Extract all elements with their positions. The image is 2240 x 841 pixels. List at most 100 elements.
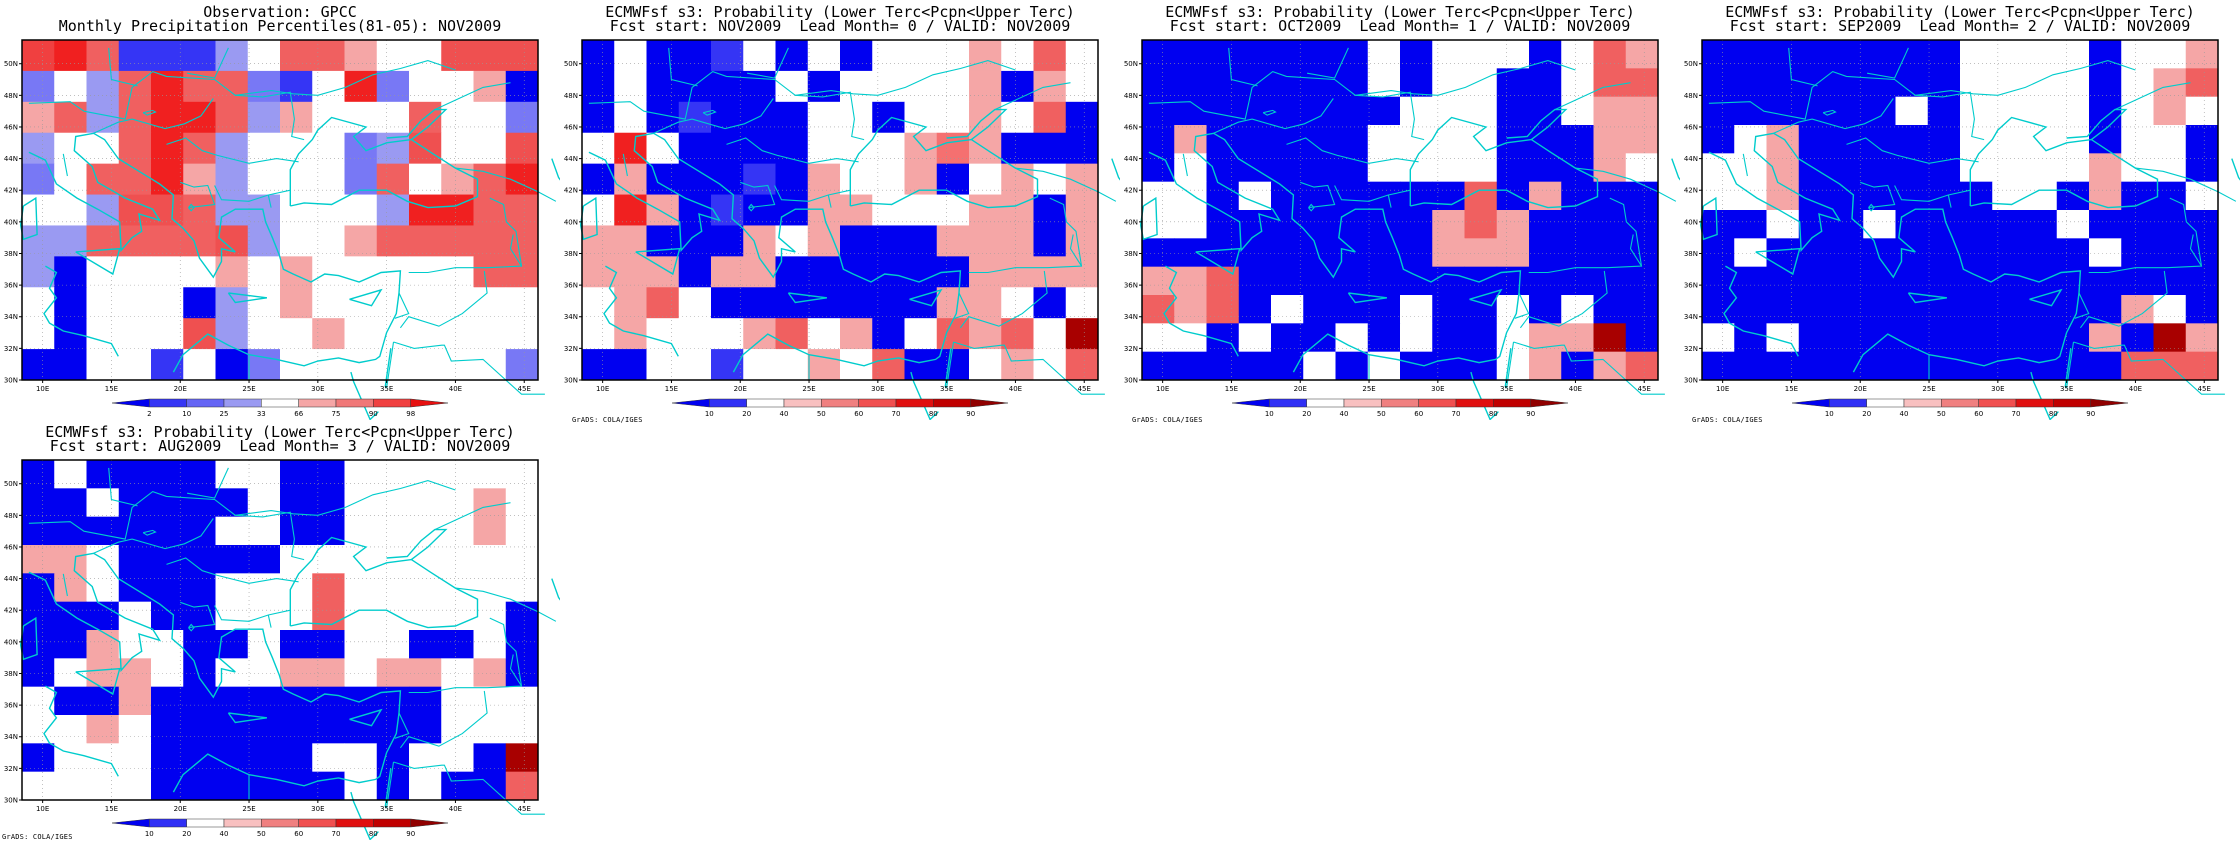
grid-cell: [118, 630, 152, 659]
grid-cell: [473, 715, 507, 744]
grid-cell: [312, 460, 345, 489]
grid-cell: [1593, 153, 1627, 183]
colorbar-label: 60: [1414, 410, 1423, 418]
grid-cell: [1992, 210, 2025, 239]
grid-cell: [2089, 68, 2122, 98]
grid-cell: [1561, 351, 1594, 381]
grid-cell: [1367, 351, 1401, 381]
coastline: [827, 194, 832, 208]
grid-cell: [409, 40, 442, 72]
grid-cell: [711, 349, 744, 381]
coastline: [1195, 247, 1241, 276]
grid-cell: [904, 101, 938, 134]
grid-cell: [1561, 295, 1594, 324]
colorbar-swatch: [821, 398, 859, 408]
colorbar-label: 90: [406, 830, 415, 838]
longitude-label: 45E: [518, 805, 531, 813]
grid-cell: [22, 101, 55, 134]
grid-cell: [1927, 238, 1961, 268]
latitude-label: 46N: [4, 543, 18, 551]
grid-cell: [505, 349, 539, 381]
grid-cell: [215, 601, 249, 631]
grid-cell: [409, 225, 442, 257]
grid-cell: [614, 256, 647, 288]
grid-cell: [1529, 351, 1562, 381]
map-frame: [1701, 39, 2219, 381]
grid-cell: [86, 287, 120, 319]
grid-cell: [1496, 238, 1530, 268]
latitude-label: 36N: [4, 282, 18, 290]
grid-cell: [1238, 351, 1272, 381]
longitude-label: 25E: [242, 805, 255, 813]
longitude-label: 15E: [105, 805, 118, 813]
grid-cell: [1831, 181, 1864, 211]
grid-cell: [1702, 68, 1735, 98]
grid-cell: [840, 287, 873, 319]
coastline: [75, 667, 121, 696]
coastline: [188, 623, 195, 632]
grid-cell: [118, 545, 152, 574]
grid-cell: [1529, 96, 1562, 126]
grid-cell: [1033, 287, 1067, 319]
grid-cell: [247, 743, 281, 773]
grid-cell: [969, 40, 1002, 72]
grid-cell: [872, 101, 905, 134]
grid-cell: [376, 545, 410, 574]
grid-cell: [1001, 349, 1034, 381]
grid-cell: [1863, 266, 1896, 296]
coastline: [668, 47, 698, 87]
grid-cell: [151, 545, 184, 574]
grid-cell: [505, 630, 539, 659]
colorbar-swatch: [1418, 398, 1457, 408]
grid-cell: [247, 163, 281, 195]
grid-cell: [247, 101, 281, 134]
colorbar-swatch: [410, 398, 449, 408]
grid-cell: [743, 70, 776, 103]
latitude-label: 30N: [4, 797, 18, 805]
grid-cell: [1593, 96, 1627, 126]
grid-cell: [1174, 153, 1207, 183]
grid-cell: [1065, 287, 1099, 319]
colorbar-label: 70: [2012, 410, 2021, 418]
grid-cell: [1335, 351, 1369, 381]
grid-cell: [1593, 238, 1627, 268]
grid-cell: [409, 630, 442, 659]
grid-cell: [1238, 181, 1272, 211]
grid-cell: [441, 101, 474, 134]
grid-cell: [678, 40, 712, 72]
grid-cell: [312, 630, 345, 659]
coastline: [43, 685, 119, 777]
colorbar-label: 75: [332, 410, 341, 418]
grid-cell: [376, 101, 410, 134]
grid-cell: [1496, 125, 1530, 154]
grid-cell: [1927, 323, 1961, 353]
coastline: [1111, 158, 1120, 181]
grid-cell: [312, 771, 345, 801]
grid-cell: [936, 40, 970, 72]
grid-cell: [582, 256, 615, 288]
coastline: [909, 288, 943, 307]
grid-cell: [183, 715, 216, 744]
grid-cell: [1734, 153, 1767, 183]
grid-cell: [54, 516, 87, 546]
grid-cell: [473, 225, 507, 257]
longitude-label: 15E: [1225, 385, 1238, 393]
colorbar-label: 70: [892, 410, 901, 418]
grid-cell: [1303, 351, 1336, 381]
grid-cell: [1625, 295, 1659, 324]
grads-credit: GrADS: COLA/IGES: [572, 416, 643, 424]
grid-cell: [1702, 96, 1735, 126]
grid-cell: [1702, 153, 1735, 183]
grid-cell: [678, 132, 712, 165]
coastline: [1554, 82, 1631, 111]
grid-cell: [582, 40, 615, 72]
grid-cell: [1174, 295, 1207, 324]
colorbar-label: 98: [406, 410, 415, 418]
grid-cell: [1271, 40, 1304, 69]
coastline: [1519, 270, 1608, 329]
longitude-label: 45E: [1078, 385, 1091, 393]
latitude-label: 36N: [1684, 282, 1698, 290]
grid-cell: [280, 516, 313, 546]
grid-cell: [840, 101, 873, 134]
grid-cell: [441, 516, 474, 546]
